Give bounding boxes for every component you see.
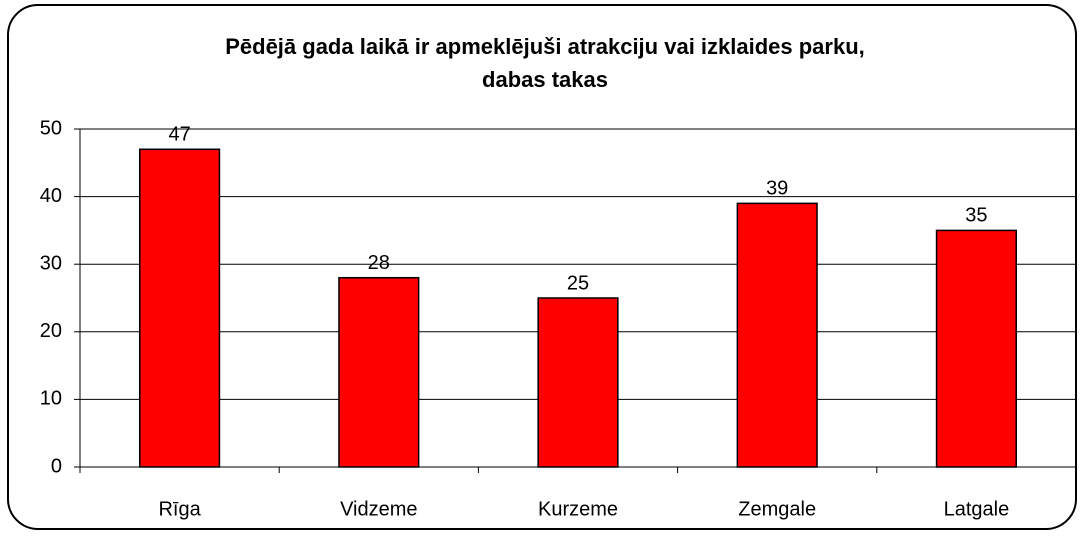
x-tick-label: Kurzeme (538, 498, 618, 520)
x-tick-label: Rīga (158, 498, 201, 520)
y-tick-label: 0 (51, 455, 62, 477)
x-tick-label: Vidzeme (340, 498, 417, 520)
y-tick-label: 40 (40, 185, 62, 207)
x-tick-label: Zemgale (738, 498, 816, 520)
value-label: 39 (766, 178, 788, 200)
value-label: 25 (567, 272, 589, 294)
bar (935, 229, 1017, 468)
chart-title: Pēdējā gada laikā ir apmeklējuši atrakci… (225, 34, 865, 59)
value-label: 35 (965, 205, 987, 227)
chart-title: dabas takas (482, 67, 608, 92)
bar (338, 276, 420, 468)
value-label: 28 (368, 252, 390, 274)
x-tick-label: Latgale (944, 498, 1010, 520)
value-label: 47 (168, 124, 190, 146)
y-tick-label: 10 (40, 388, 62, 410)
bar (139, 148, 221, 468)
y-tick-label: 20 (40, 320, 62, 342)
bar (537, 297, 619, 468)
bar (736, 202, 818, 468)
y-tick-label: 30 (40, 252, 62, 274)
y-tick-label: 50 (40, 117, 62, 139)
